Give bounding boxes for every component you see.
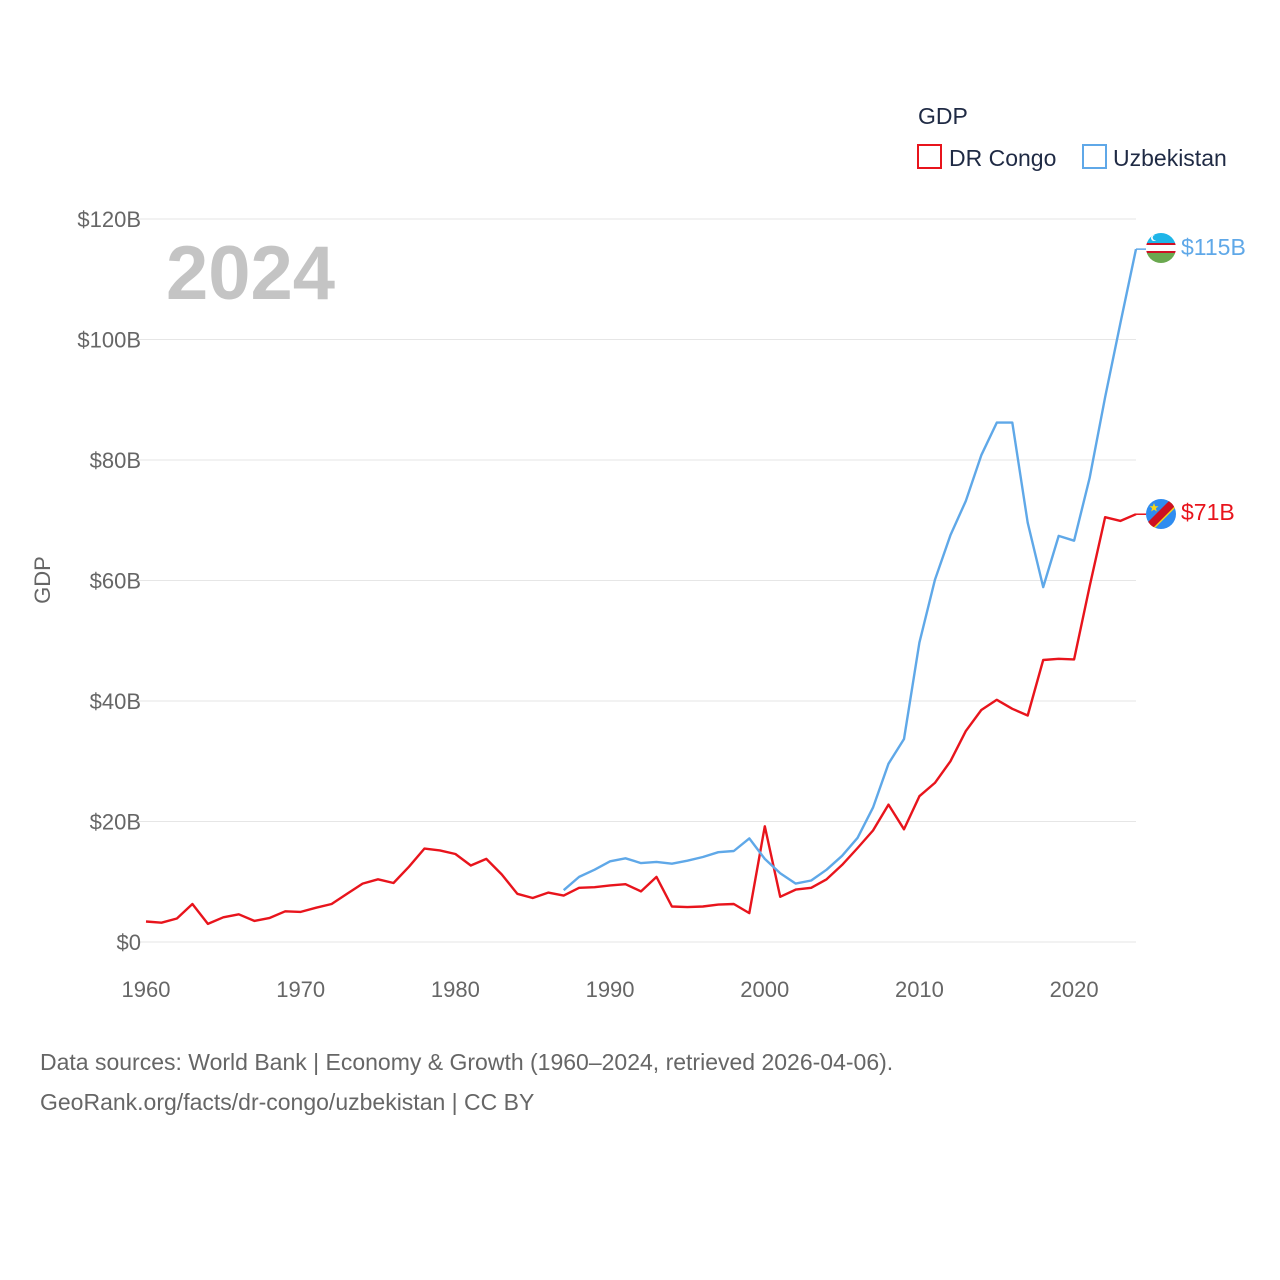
uzbekistan-flag-icon: [1146, 233, 1176, 263]
legend-item-uzbekistan[interactable]: Uzbekistan: [1082, 144, 1227, 171]
x-tick-label: 2010: [895, 977, 944, 1002]
y-tick-label: $80B: [90, 448, 141, 473]
y-axis-ticks: $0 $20B $40B $60B $80B $100B $120B: [77, 207, 141, 955]
end-label-dr-congo: $71B: [1181, 499, 1235, 525]
end-label-uzbekistan: $115B: [1181, 234, 1246, 260]
year-watermark: 2024: [166, 231, 335, 316]
x-tick-label: 1990: [586, 977, 635, 1002]
data-sources-text: Data sources: World Bank | Economy & Gro…: [40, 1049, 894, 1075]
series-line-dr-congo: [145, 513, 1137, 926]
dr-congo-flag-icon: [1146, 499, 1176, 529]
footer: Data sources: World Bank | Economy & Gro…: [40, 1042, 893, 1122]
legend: GDP DR Congo Uzbekistan: [917, 103, 1227, 171]
x-tick-label: 2000: [740, 977, 789, 1002]
legend-square-icon: [1082, 144, 1107, 169]
x-tick-label: 1970: [276, 977, 325, 1002]
x-tick-label: 2020: [1050, 977, 1099, 1002]
y-tick-label: $100B: [77, 328, 141, 353]
y-tick-label: $40B: [90, 689, 141, 714]
series-line-uzbekistan: [562, 248, 1138, 892]
y-tick-label: $60B: [90, 569, 141, 594]
x-axis-ticks: 1960 1970 1980 1990 2000 2010 2020: [122, 977, 1099, 1002]
y-tick-label: $20B: [90, 810, 141, 835]
series-lines: [145, 248, 1146, 926]
y-axis-title: GDP: [30, 556, 55, 604]
x-tick-label: 1960: [122, 977, 171, 1002]
legend-label-uzbekistan: Uzbekistan: [1113, 145, 1227, 171]
y-tick-label: $120B: [77, 207, 141, 232]
legend-label-dr-congo: DR Congo: [949, 145, 1056, 171]
x-tick-label: 1980: [431, 977, 480, 1002]
attribution-link[interactable]: GeoRank.org/facts/dr-congo/uzbekistan | …: [40, 1089, 535, 1115]
legend-item-dr-congo[interactable]: DR Congo: [917, 144, 1056, 171]
legend-title: GDP: [918, 103, 968, 129]
legend-square-icon: [917, 144, 942, 169]
grid-lines: [138, 218, 1136, 943]
y-tick-label: $0: [117, 930, 141, 955]
